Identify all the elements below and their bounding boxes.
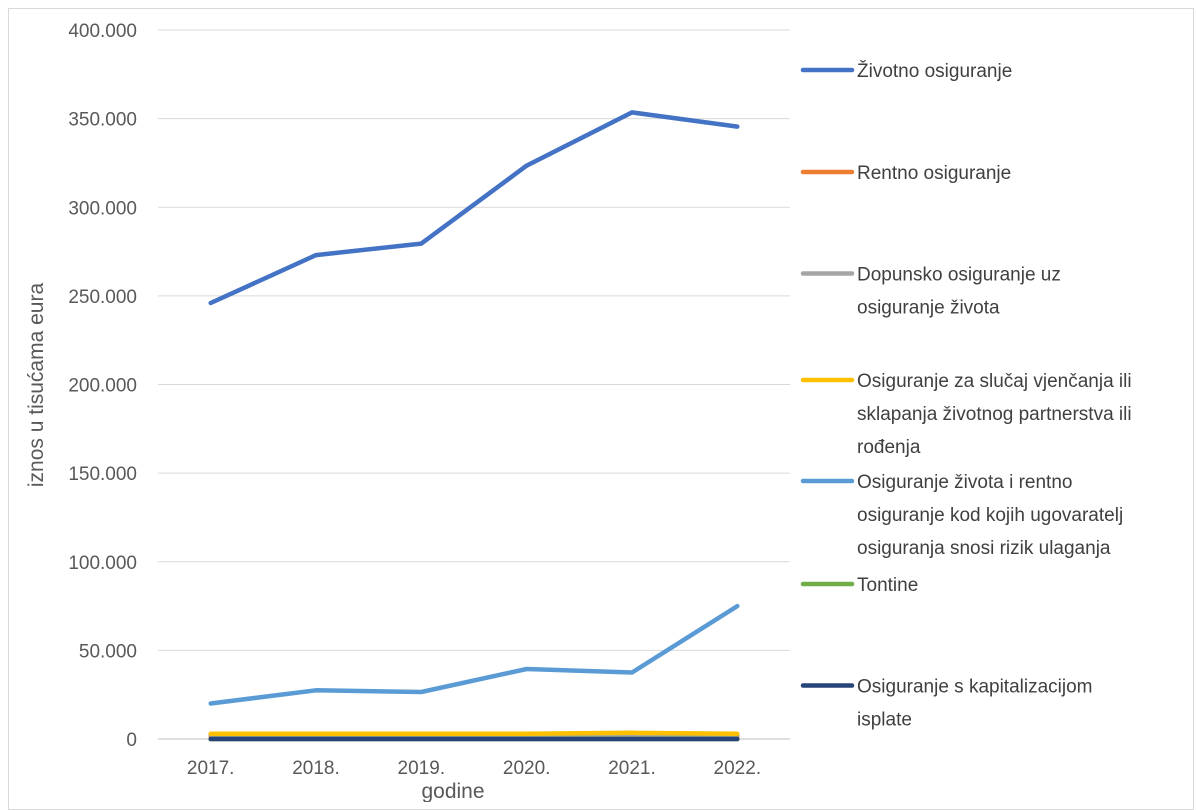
legend-label: Osiguranje za slučaj vjenčanja ili [857,371,1132,392]
legend-label: osiguranja snosi rizik ulaganja [857,538,1111,559]
y-tick-label: 150.000 [68,464,137,485]
series-lines [208,110,740,742]
legend-label: Rentno osiguranje [857,163,1011,184]
legend-label: osiguranje života [857,298,1000,319]
x-tick-label: 2021. [608,758,656,779]
series-line [208,110,740,306]
y-tick-label: 400.000 [68,21,137,42]
legend-label: sklapanja životnog partnerstva ili [857,404,1132,425]
legend-label: isplate [857,710,912,731]
legend-label: Osiguranje s kapitalizacijom [857,677,1093,698]
x-tick-label: 2022. [714,758,762,779]
legend-label: Dopunsko osiguranje uz [857,265,1061,286]
y-axis-ticks: 0 50.000 100.000 150.000 200.000 250.000 300.0… [68,21,137,751]
y-axis-title: iznos u tisućama eura [25,283,48,488]
x-tick-label: 2017. [187,758,235,779]
y-tick-label: 300.000 [68,198,137,219]
y-tick-label: 200.000 [68,376,137,397]
x-tick-label: 2018. [292,758,340,779]
y-tick-label: 50.000 [79,641,137,662]
legend: Životno osiguranje Rentno osiguranje Dopun… [800,60,1132,731]
x-tick-label: 2019. [398,758,446,779]
y-tick-label: 100.000 [68,553,137,574]
series-line [208,730,740,736]
y-tick-label: 0 [126,730,137,751]
legend-label: osiguranje kod kojih ugovaratelj [857,505,1123,526]
x-axis-title: godine [421,780,484,802]
y-tick-label: 350.000 [68,110,137,131]
series-line [208,603,740,706]
x-axis-ticks: 2017. 2018. 2019. 2020. 2021. 2022. [187,758,761,779]
legend-label: Životno osiguranje [857,60,1012,82]
legend-label: Tontine [857,575,918,596]
legend-label: Osiguranje života i rentno [857,472,1072,493]
x-tick-label: 2020. [503,758,551,779]
y-tick-label: 250.000 [68,287,137,308]
legend-label: rođenja [857,437,921,458]
